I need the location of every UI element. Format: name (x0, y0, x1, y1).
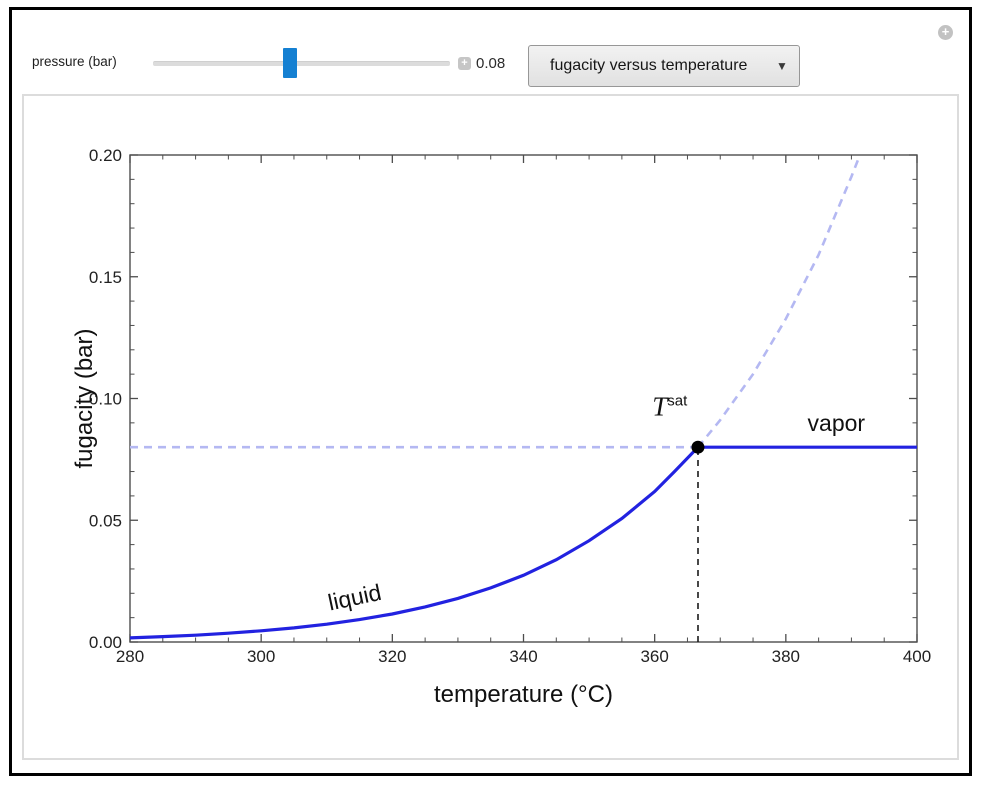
x-tick-label: 340 (509, 647, 537, 666)
plot-frame (129, 154, 918, 643)
y-tick-label: 0.15 (89, 268, 122, 287)
view-dropdown[interactable]: fugacity versus temperature ▼ (528, 45, 800, 87)
x-tick-label: 380 (772, 647, 800, 666)
plot-panel (22, 94, 959, 760)
y-tick-label: 0.00 (89, 633, 122, 652)
x-tick-label: 360 (640, 647, 668, 666)
liquid-label: liquid (326, 579, 384, 616)
expand-icon[interactable]: + (938, 25, 953, 40)
pressure-slider-thumb[interactable] (283, 48, 297, 78)
x-tick-label: 400 (903, 647, 931, 666)
pressure-slider-label: pressure (bar) (32, 54, 117, 69)
x-tick-label: 300 (247, 647, 275, 666)
saturation-point (691, 440, 705, 454)
slider-increment-button[interactable]: + (458, 57, 471, 70)
chevron-down-icon: ▼ (776, 59, 788, 73)
y-tick-label: 0.10 (89, 390, 122, 409)
pressure-slider-track[interactable] (153, 61, 450, 66)
view-dropdown-selected: fugacity versus temperature (550, 57, 748, 74)
vapor-label: vapor (808, 410, 866, 436)
x-tick-label: 280 (116, 647, 144, 666)
x-tick-label: 320 (378, 647, 406, 666)
tsat-label: Tsat (652, 392, 688, 422)
x-axis-title: temperature (°C) (434, 681, 613, 708)
y-axis-title: fugacity (bar) (71, 328, 98, 468)
series-liquid (129, 446, 700, 640)
pressure-value: 0.08 (476, 55, 506, 72)
chart: 280 300 320 340 360 380 400 0.00 0.05 0.10 0.15 0.2… (71, 148, 931, 708)
y-tick-label: 0.20 (89, 148, 122, 165)
series-liquid-extension-dashed (696, 154, 862, 449)
y-tick-label: 0.05 (89, 511, 122, 530)
